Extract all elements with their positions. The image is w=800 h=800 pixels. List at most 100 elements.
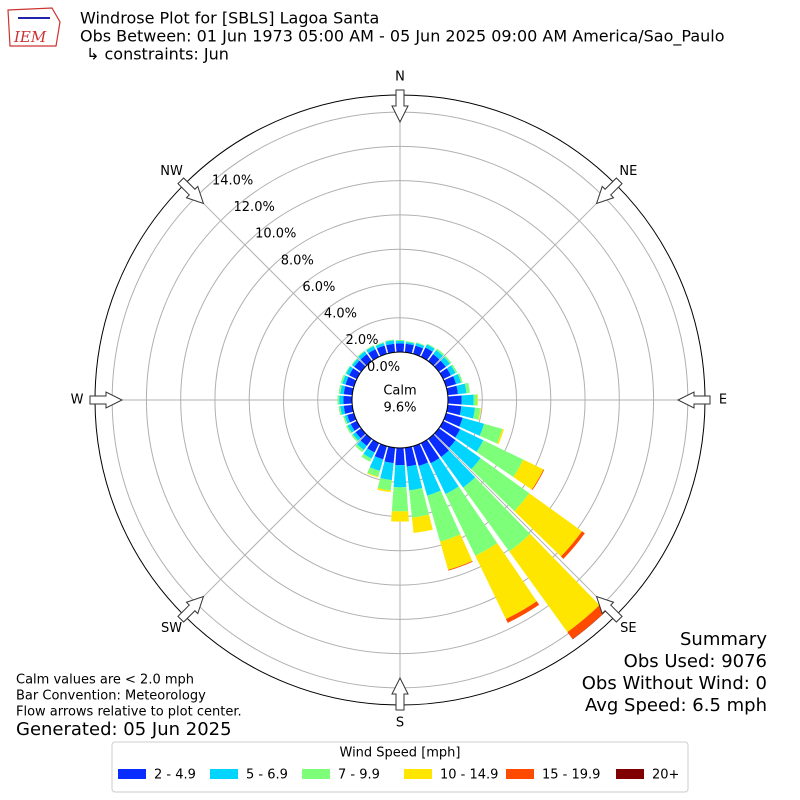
bar-segment — [413, 345, 424, 357]
bar-segment — [344, 414, 350, 424]
bar-segment — [443, 376, 457, 387]
bar-segment — [439, 420, 461, 438]
bar-segment — [411, 514, 433, 533]
bar-segment — [459, 417, 485, 436]
bar-segment — [345, 376, 357, 387]
radial-grid-line — [183, 433, 367, 617]
bar-segment — [358, 351, 367, 360]
legend-label: 20+ — [652, 768, 679, 783]
compass-label: SE — [620, 621, 636, 636]
legend: 2 - 4.9 5 - 6.9 7 - 9.9 10 - 14.9 15 - 19.9 2… — [118, 768, 679, 783]
bar-segment — [377, 478, 392, 491]
bar-segment — [377, 488, 391, 493]
bar-segment — [439, 368, 451, 380]
direction-arrow — [89, 391, 124, 409]
bar-segment — [463, 477, 531, 552]
bar-segment — [455, 429, 484, 453]
radial-grid-line — [183, 183, 367, 367]
bar-segment — [428, 434, 449, 457]
bar-segment — [343, 415, 348, 425]
bar-segment — [374, 443, 387, 460]
bar-segment — [368, 349, 380, 361]
bar-segment — [345, 366, 354, 376]
bar-segment — [415, 343, 425, 349]
bar-segment — [343, 404, 354, 414]
bar-segment — [340, 385, 346, 395]
bar-segment — [343, 386, 354, 396]
bar-segment — [473, 394, 478, 406]
polar-plot: Calm 9.6% 0.0% 2.0% 4.0% 6.0% 8.0% 10.0% 12.0% 14… — [71, 70, 728, 731]
bar-segment — [395, 447, 405, 466]
legend-label: 7 - 9.9 — [338, 768, 380, 783]
radial-grid-line — [433, 183, 617, 367]
bar-segment — [444, 355, 452, 364]
logo-text: IEM — [13, 28, 47, 46]
bar-segment — [446, 365, 456, 376]
bar-segment — [337, 395, 340, 405]
calm-label: Calm — [383, 384, 416, 399]
direction-arrow — [177, 595, 205, 623]
bar-segment — [405, 342, 415, 346]
bar-segment — [367, 467, 380, 477]
direction-arrow — [177, 177, 205, 205]
bar-segment — [391, 511, 409, 522]
bar-segment — [395, 340, 405, 344]
bar-segment — [457, 373, 463, 383]
bar-segment — [366, 345, 376, 354]
summary-line: Avg Speed: 6.5 mph — [585, 695, 767, 716]
bar-segment — [404, 343, 414, 354]
bar-segment — [338, 384, 342, 394]
r-tick-label: 12.0% — [234, 200, 275, 215]
legend-label: 10 - 14.9 — [440, 768, 498, 783]
bar-segment — [404, 446, 417, 467]
bar-segment — [475, 543, 537, 620]
radial-grid-line — [433, 433, 617, 617]
legend-swatch — [404, 769, 432, 779]
bar-segment — [385, 340, 395, 346]
bar-segment — [357, 350, 365, 357]
bar-segment — [340, 405, 346, 415]
legend-title: Wind Speed [mph] — [340, 746, 461, 761]
r-tick-label: 10.0% — [255, 227, 296, 242]
chart-title: Windrose Plot for [SBLS] Lagoa Santa — [80, 9, 379, 28]
r-tick-label: 14.0% — [212, 173, 253, 188]
summary-line: Obs Without Wind: 0 — [582, 673, 767, 694]
summary-line: Obs Used: 9076 — [624, 651, 767, 672]
compass-label: N — [395, 70, 405, 85]
bar-segment — [349, 368, 361, 380]
note: Flow arrows relative to plot center. — [16, 705, 242, 720]
r-tick-label: 4.0% — [324, 307, 357, 322]
note: Calm values are < 2.0 mph — [16, 673, 194, 688]
bar-segment — [416, 342, 425, 347]
bar-segment — [440, 534, 473, 570]
bar-segment — [560, 531, 585, 559]
bar-segment — [356, 440, 367, 451]
note: Bar Convention: Meteorology — [16, 689, 206, 704]
legend-box — [111, 741, 689, 793]
bar-segment — [351, 358, 358, 366]
bar-segment — [426, 343, 436, 349]
bar-segment — [340, 374, 346, 384]
bar-segment — [478, 408, 481, 420]
bar-segment — [471, 458, 530, 512]
logo: IEM — [7, 7, 61, 47]
bar-segment — [513, 459, 544, 490]
bar-segment — [440, 356, 451, 367]
bar-segment — [385, 339, 394, 342]
direction-arrow — [391, 89, 409, 124]
bar-segment — [464, 382, 470, 394]
bar-segment — [375, 343, 385, 349]
bar-segment — [459, 406, 476, 419]
bar-segment — [406, 464, 423, 491]
bar-segment — [420, 439, 440, 464]
legend-swatch — [506, 769, 534, 779]
bar-segment — [369, 456, 384, 471]
bar-segment — [384, 446, 396, 464]
bar-segment — [443, 413, 463, 427]
bar-segment — [365, 345, 374, 351]
r-tick-label: 0.0% — [367, 360, 400, 375]
legend-swatch — [616, 769, 644, 779]
bar-segment — [446, 385, 458, 396]
compass-label: NE — [619, 164, 637, 179]
bar-segment — [367, 439, 380, 453]
